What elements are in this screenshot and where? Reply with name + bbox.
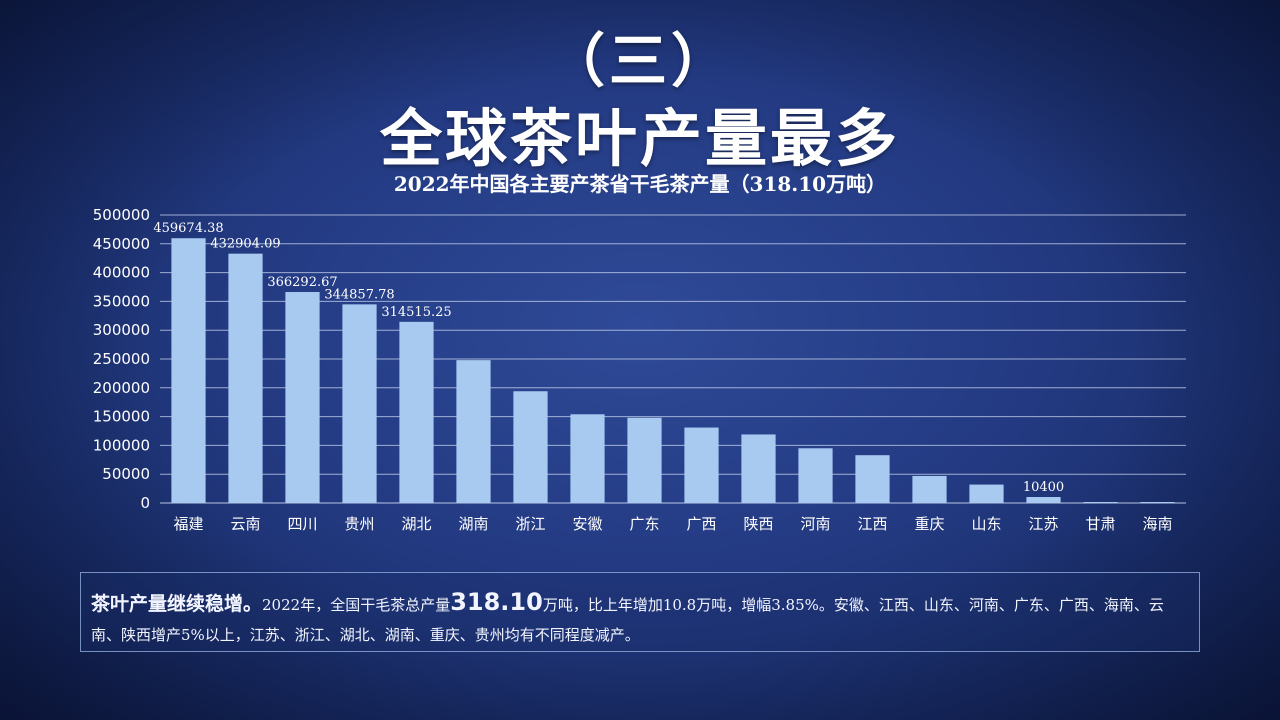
x-tick-label: 河南 — [800, 515, 830, 533]
page-title: 全球茶叶产量最多 — [379, 102, 900, 175]
x-tick-label: 浙江 — [515, 515, 545, 533]
y-tick-label: 450000 — [93, 235, 150, 253]
bar-13 — [855, 455, 890, 503]
section-number: （三） — [546, 27, 733, 95]
x-tick-label: 云南 — [230, 515, 260, 533]
bar-2 — [228, 253, 263, 503]
chart-title: 2022年中国各主要产茶省干毛茶产量（318.10万吨） — [393, 172, 887, 196]
x-tick-label: 贵州 — [344, 515, 374, 533]
x-tick-label: 山东 — [971, 515, 1001, 533]
x-tick-label: 江苏 — [1028, 515, 1058, 533]
bar-15 — [969, 484, 1004, 503]
y-tick-label: 250000 — [93, 350, 150, 368]
x-tick-label: 海南 — [1142, 515, 1172, 533]
x-tick-label: 甘肃 — [1085, 515, 1115, 533]
x-tick-label: 广西 — [686, 515, 716, 533]
y-tick-label: 500000 — [93, 206, 150, 224]
x-tick-label: 重庆 — [914, 515, 944, 533]
data-label: 366292.67 — [267, 275, 337, 290]
summary-note: 茶叶产量继续稳增。2022年，全国干毛茶总产量318.10万吨，比上年增加10.… — [80, 572, 1200, 652]
x-tick-label: 福建 — [173, 515, 203, 533]
data-label: 459674.38 — [153, 221, 223, 236]
data-label: 314515.25 — [381, 305, 451, 320]
bar-14 — [912, 475, 947, 503]
x-tick-label: 广东 — [629, 515, 659, 533]
summary-lead: 茶叶产量继续稳增。 — [91, 593, 263, 615]
bar-9 — [627, 417, 662, 503]
bar-10 — [684, 427, 719, 503]
x-tick-label: 湖北 — [401, 515, 431, 533]
y-tick-label: 300000 — [93, 321, 150, 339]
x-tick-label: 安徽 — [572, 515, 602, 533]
summary-text-after: 万吨，比上年增加10.8万吨，增幅3.85%。安徽、江西、山东、河南、广东、广西… — [91, 596, 1164, 644]
bar-1 — [171, 238, 206, 504]
bar-11 — [741, 434, 776, 503]
y-tick-label: 150000 — [93, 408, 150, 426]
data-label: 10400 — [1023, 480, 1064, 495]
y-tick-label: 50000 — [102, 465, 150, 483]
bar-3 — [285, 292, 320, 503]
summary-highlight-number: 318.10 — [450, 588, 543, 616]
y-tick-label: 200000 — [93, 379, 150, 397]
bar-7 — [513, 391, 548, 503]
bar-8 — [570, 414, 605, 503]
bar-17 — [1083, 502, 1118, 503]
data-label: 344857.78 — [324, 287, 394, 302]
bar-18 — [1140, 502, 1175, 503]
bar-4 — [342, 304, 377, 503]
y-tick-label: 400000 — [93, 264, 150, 282]
x-tick-label: 陕西 — [743, 515, 773, 533]
y-tick-label: 100000 — [93, 436, 150, 454]
y-tick-label: 0 — [140, 494, 150, 512]
x-tick-label: 江西 — [857, 515, 887, 533]
x-tick-label: 四川 — [287, 515, 317, 533]
bar-12 — [798, 448, 833, 503]
summary-text-before: 2022年，全国干毛茶总产量 — [262, 596, 451, 614]
data-label: 432904.09 — [210, 237, 280, 252]
x-tick-label: 湖南 — [458, 515, 488, 533]
bar-5 — [399, 321, 434, 503]
bar-16 — [1026, 497, 1061, 503]
bar-chart: 0 50000 100000 150000 200000 250000 300000 3500… — [93, 206, 1186, 533]
y-tick-label: 350000 — [93, 292, 150, 310]
bar-6 — [456, 360, 491, 503]
